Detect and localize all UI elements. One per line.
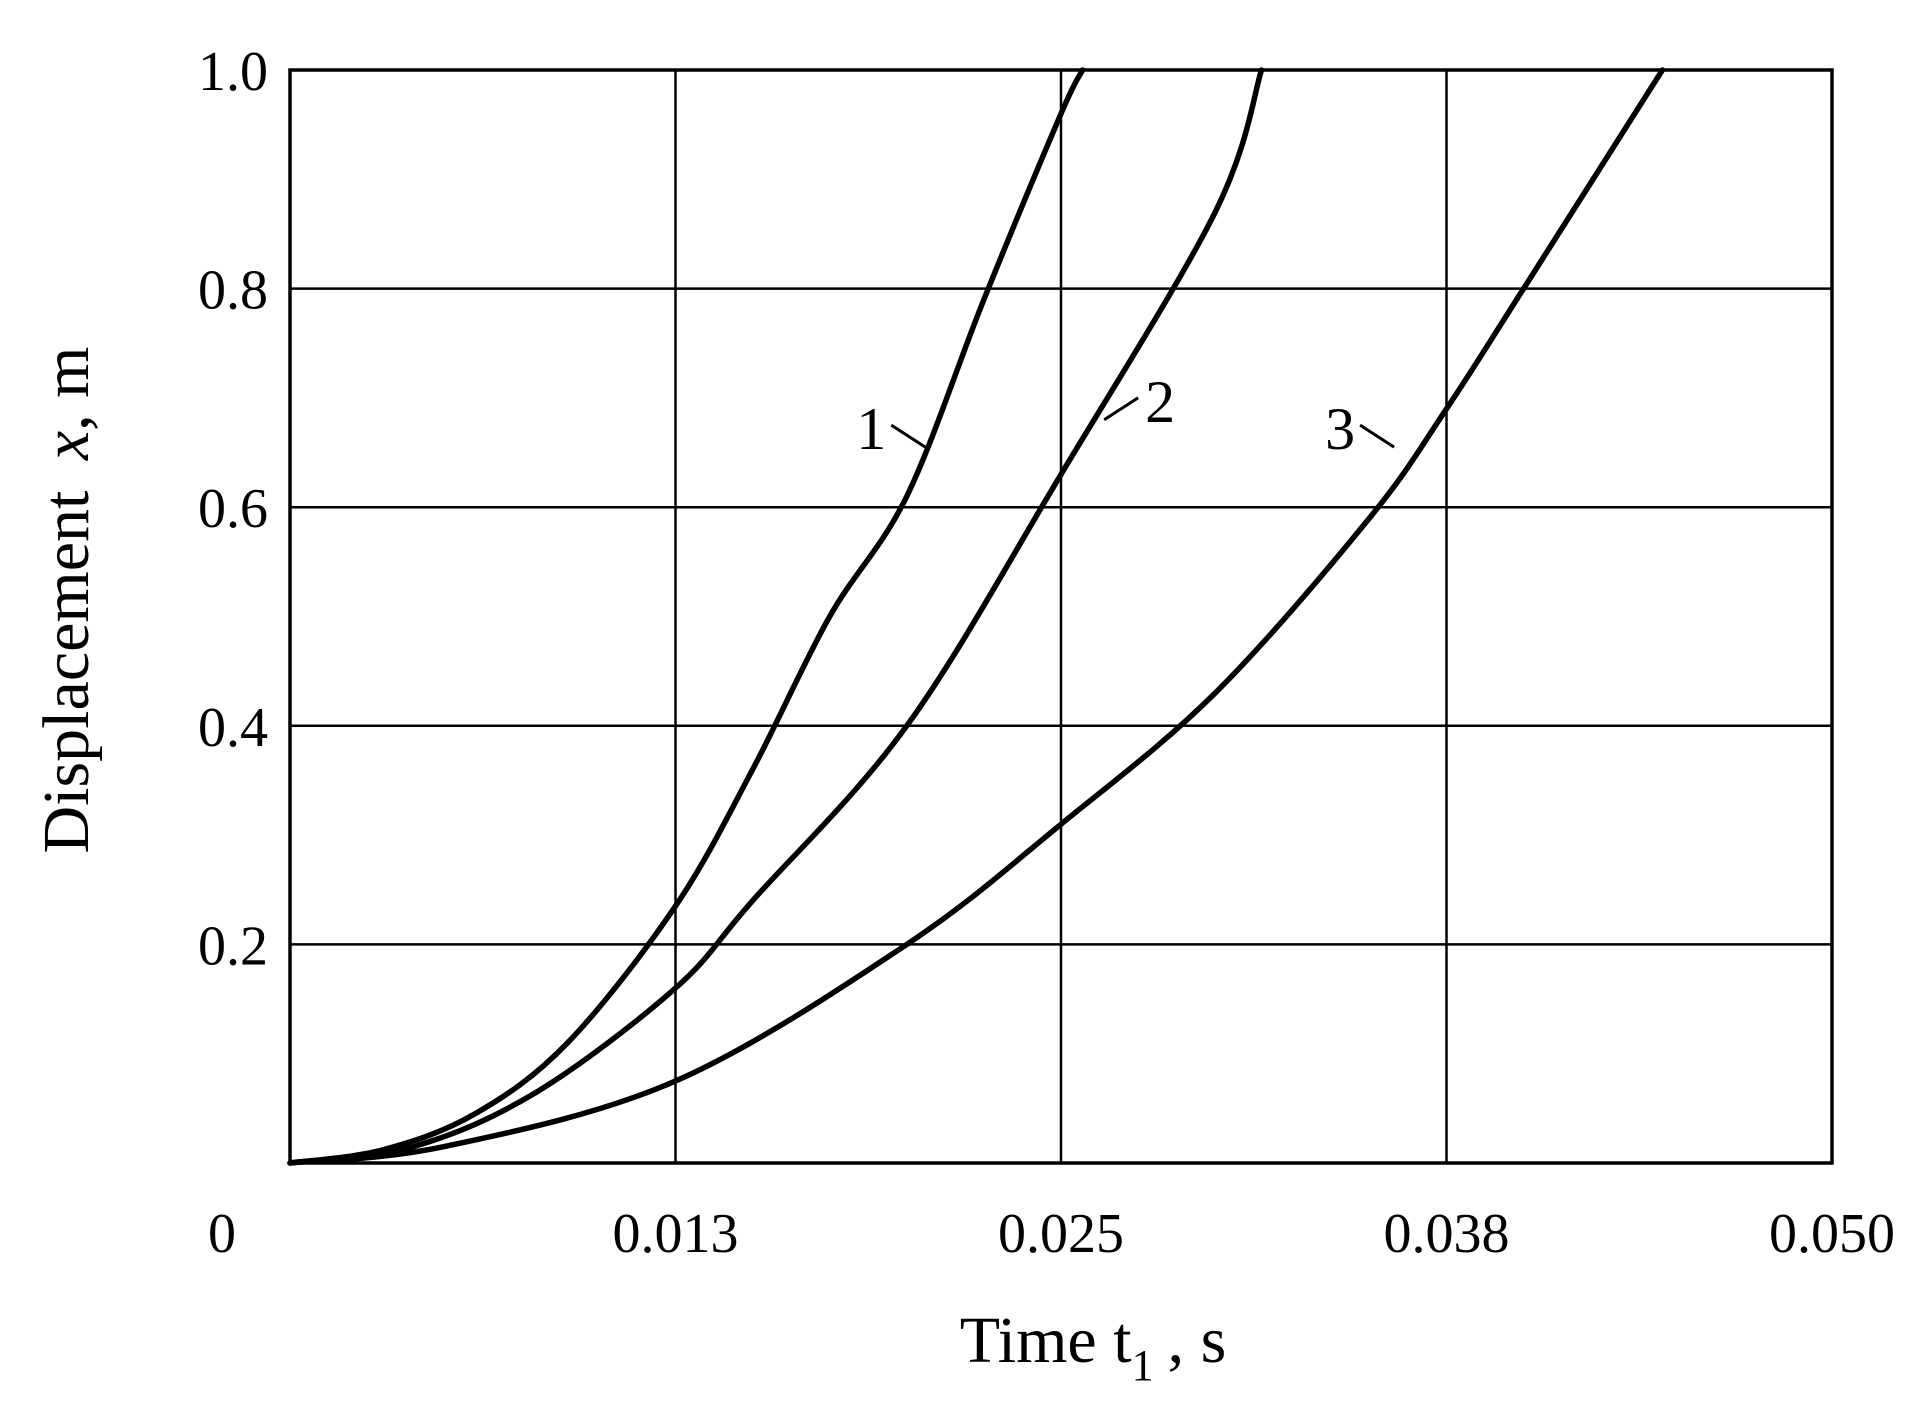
- y-tick-label-3: 0.8: [198, 260, 268, 322]
- y-tick-label-4: 1.0: [198, 41, 268, 103]
- y-tick-label-2: 0.6: [198, 478, 268, 540]
- series-line-3: [287, 67, 1666, 1166]
- leader-line-2: [1103, 396, 1139, 422]
- y-axis-title-prefix: Displacement: [30, 474, 103, 853]
- x-tick-label-4: 0.050: [1769, 1203, 1895, 1265]
- x-tick-label-0: 0: [208, 1203, 236, 1265]
- x-tick-label-3: 0.038: [1384, 1203, 1510, 1265]
- y-tick-labels: 0.2 0.4 0.6 0.8 1.0: [198, 41, 268, 977]
- series-lines: [287, 67, 1666, 1166]
- curve-label-2: 2: [1145, 369, 1175, 435]
- leader-line-1: [890, 423, 927, 449]
- x-axis-title-unit: , s: [1168, 1304, 1227, 1377]
- y-axis-title: Displacement x, m: [30, 346, 103, 853]
- series-line-2: [287, 67, 1265, 1166]
- curve-labels: 1 2 3: [856, 369, 1395, 462]
- x-axis-title-text: Time t: [960, 1304, 1132, 1377]
- series-line-1: [287, 67, 1086, 1166]
- x-axis-title-subscript: 1: [1132, 1341, 1154, 1390]
- x-tick-label-1: 0.013: [613, 1203, 739, 1265]
- y-axis-title-unit: , m: [30, 346, 103, 430]
- curve-label-1: 1: [856, 396, 886, 462]
- plot-frame: [288, 68, 1834, 1165]
- y-tick-label-0: 0.2: [198, 915, 268, 977]
- x-tick-labels: 0 0.013 0.025 0.038 0.050: [208, 1203, 1895, 1265]
- y-axis-title-variable: x: [30, 431, 103, 461]
- leader-line-3: [1359, 423, 1395, 449]
- curve-label-3: 3: [1325, 396, 1355, 462]
- grid: [290, 70, 1832, 1163]
- x-tick-label-2: 0.025: [998, 1203, 1124, 1265]
- y-tick-label-1: 0.4: [198, 697, 268, 759]
- x-axis-title: Time t1 , s: [960, 1304, 1227, 1390]
